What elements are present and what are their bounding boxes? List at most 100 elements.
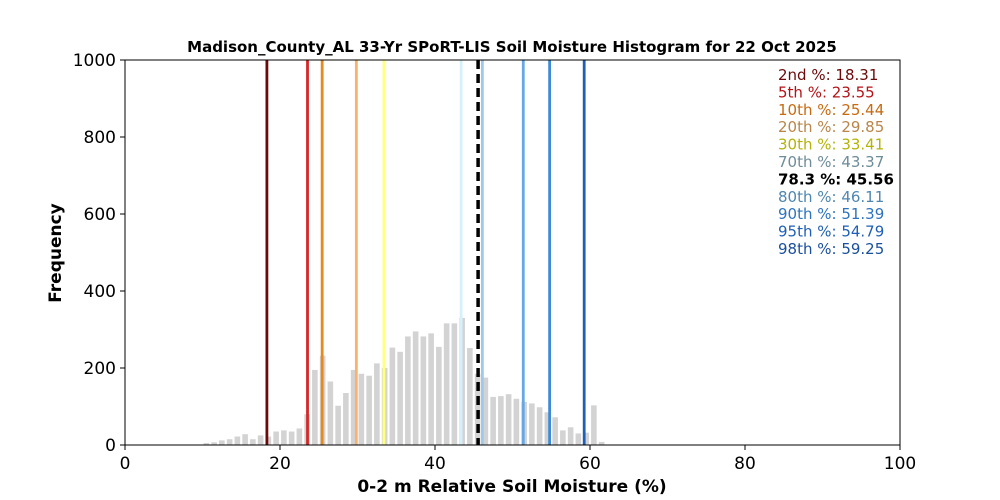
y-tick-label: 0 (105, 436, 116, 456)
legend-entry-label: 78.3 %: (778, 170, 846, 188)
histogram-bar (203, 443, 210, 445)
histogram-bar (265, 436, 272, 445)
histogram-bar (312, 369, 318, 445)
y-tick-label: 800 (84, 128, 116, 148)
legend-entry: 80th %: 46.11 (778, 188, 884, 206)
plot-frame (124, 59, 901, 446)
histogram-bar (552, 417, 558, 445)
histogram-bar (226, 439, 233, 445)
histogram-bar (428, 333, 434, 445)
chart-title: Madison_County_AL 33-Yr SPoRT-LIS Soil M… (187, 38, 837, 56)
histogram-bar (575, 433, 582, 445)
legend-entry-value: 51.39 (841, 205, 884, 223)
legend-entry-label: 20th %: (778, 118, 841, 136)
histogram-bar (598, 441, 605, 445)
histogram-bar (513, 398, 520, 445)
legend-entry: 90th %: 51.39 (778, 205, 884, 223)
histogram-bar (219, 440, 225, 445)
legend-entry: 98th %: 59.25 (778, 240, 884, 258)
legend-entry: 10th %: 25.44 (778, 101, 884, 119)
histogram-bar (273, 431, 279, 445)
histogram-bar (366, 375, 372, 445)
legend-entry-label: 30th %: (778, 136, 841, 154)
y-axis-label: Frequency (46, 203, 66, 303)
legend-entry-value: 29.85 (841, 118, 884, 136)
histogram-bar (467, 347, 473, 445)
legend-entry-value: 54.79 (841, 223, 884, 241)
histogram-bar (242, 434, 248, 445)
y-tick-label: 200 (84, 359, 116, 379)
histogram-bar (591, 405, 597, 445)
histogram-bar (389, 347, 396, 445)
histogram-bar (498, 396, 504, 445)
histogram-bar (234, 436, 241, 445)
legend-entry-value: 33.41 (841, 136, 884, 154)
y-tick-label: 1000 (73, 51, 116, 71)
histogram-bar (288, 431, 295, 445)
legend-entry-value: 23.55 (832, 83, 875, 101)
histogram-bar (250, 439, 256, 445)
histogram-bar (536, 407, 543, 445)
y-tick-label: 400 (84, 282, 116, 302)
histogram-bar (397, 351, 403, 445)
histogram-bar (560, 430, 566, 445)
histogram-bar (211, 442, 217, 445)
x-tick-label: 0 (120, 454, 131, 474)
legend-entry: 70th %: 43.37 (778, 153, 884, 171)
histogram-bar (358, 373, 365, 445)
legend-entry-value: 46.11 (841, 188, 884, 206)
legend-entry: 95th %: 54.79 (778, 223, 884, 241)
legend-entry-label: 98th %: (778, 240, 841, 258)
x-tick-label: 40 (424, 454, 446, 474)
legend-entry-value: 18.31 (835, 66, 878, 84)
legend-entry-value: 59.25 (841, 240, 884, 258)
histogram-bar (335, 405, 341, 445)
legend-entry-label: 5th %: (778, 83, 832, 101)
x-axis-ticks: 0 20 40 60 80 100 (120, 445, 916, 474)
legend-entry: 30th %: 33.41 (778, 136, 884, 154)
y-tick-label: 600 (84, 205, 116, 225)
histogram-bar (405, 336, 411, 445)
percentile-lines (265, 60, 586, 445)
legend-entry-label: 90th %: (778, 205, 841, 223)
legend-entry-label: 70th %: (778, 153, 841, 171)
legend-entry: 2nd %: 18.31 (778, 66, 878, 84)
legend-entry-label: 2nd %: (778, 66, 835, 84)
histogram-bar (412, 331, 419, 445)
histogram-bar (436, 346, 442, 445)
legend-entry-label: 95th %: (778, 223, 841, 241)
histogram-bar (474, 373, 481, 445)
histogram-bar (443, 323, 450, 445)
x-tick-label: 80 (734, 454, 756, 474)
legend-entry: 5th %: 23.55 (778, 83, 875, 101)
histogram-bar (505, 394, 512, 445)
histogram-bar (583, 432, 589, 445)
x-tick-label: 20 (269, 454, 291, 474)
legend-entry: 78.3 %: 45.56 (778, 170, 894, 188)
x-tick-label: 60 (579, 454, 601, 474)
histogram-bar (567, 427, 574, 445)
legend-entry-value: 43.37 (841, 153, 884, 171)
histogram-bar (281, 430, 287, 445)
histogram-bar (420, 336, 427, 445)
legend-entry-label: 80th %: (778, 188, 841, 206)
histogram-bar (490, 396, 496, 445)
legend-entry: 20th %: 29.85 (778, 118, 884, 136)
histogram-bar (482, 377, 489, 445)
histogram-bar (257, 435, 264, 445)
histogram-bar (296, 428, 303, 445)
x-axis-label: 0-2 m Relative Soil Moisture (%) (357, 477, 666, 497)
x-tick-label: 100 (884, 454, 916, 474)
legend-entry-value: 45.56 (846, 170, 893, 188)
histogram-bar (374, 363, 380, 445)
histogram-bar (343, 393, 349, 445)
y-axis-ticks: 0 200 400 600 800 1000 (73, 51, 125, 456)
histogram-bar (451, 323, 458, 445)
legend-entry-label: 10th %: (778, 101, 841, 119)
histogram-bar (350, 369, 357, 445)
legend-entry-value: 25.44 (841, 101, 884, 119)
histogram-bar (327, 381, 334, 445)
histogram-bar (529, 403, 535, 445)
